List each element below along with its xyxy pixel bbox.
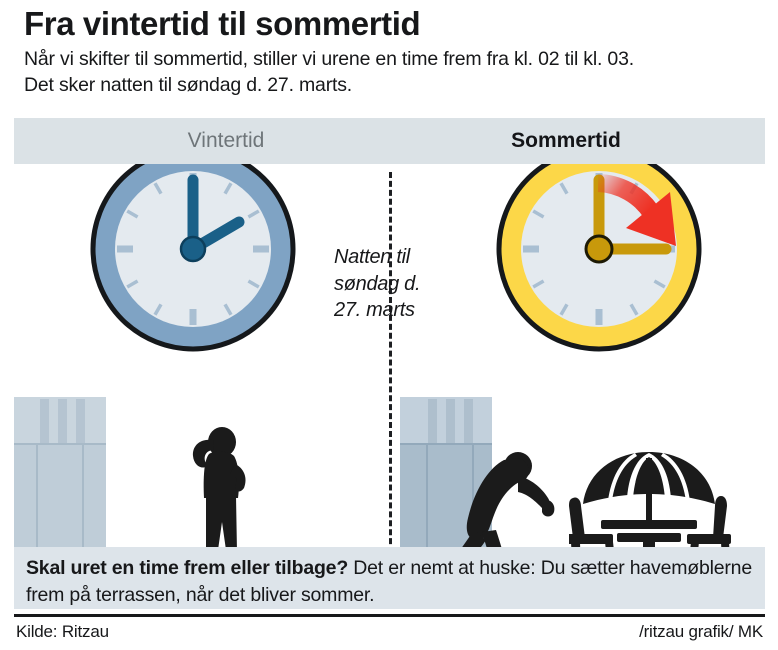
curtain-slit	[58, 399, 67, 443]
curtain-left-valance	[14, 397, 106, 445]
clock-vintertid	[88, 164, 298, 354]
clock-sommertid	[494, 164, 704, 354]
curtain-fold	[36, 397, 38, 587]
curtain-slit	[40, 399, 49, 443]
curtain-fold	[82, 397, 84, 587]
forward-arrow-icon	[598, 174, 676, 246]
curtain-slit	[76, 399, 85, 443]
curtain-fold	[426, 397, 428, 587]
byline-credit: /ritzau grafik/ MK	[639, 622, 763, 641]
standfirst-text: Når vi skifter til sommertid, stiller vi…	[24, 48, 634, 97]
takeaway-lead: Skal uret en time frem eller tilbage?	[26, 557, 349, 579]
source-credit: Kilde: Ritzau	[16, 622, 109, 641]
curtain-fold	[472, 397, 474, 587]
takeaway-text: Skal uret en time frem eller tilbage? De…	[26, 555, 753, 609]
curtain-right-valance	[400, 397, 492, 445]
curtain-slit	[428, 399, 437, 443]
centre-caption: Natten til søndag d. 27. marts	[334, 246, 421, 322]
column-label-band: Vintertid Sommertid	[14, 118, 765, 164]
label-sommertid: Sommertid	[511, 129, 621, 152]
page-title: Fra vintertid til sommertid	[24, 5, 421, 42]
label-vintertid: Vintertid	[187, 129, 265, 152]
centre-divider	[389, 172, 392, 562]
illustration-panel: Vintertid Sommertid	[14, 118, 765, 609]
illustration-scene: Natten til søndag d. 27. marts	[14, 164, 765, 609]
footer-rule	[14, 614, 765, 617]
takeaway-rest: Det er nemt at huske: Du sætter havemøbl…	[26, 557, 752, 606]
curtain-slit	[446, 399, 455, 443]
takeaway-band: Skal uret en time frem eller tilbage? De…	[14, 547, 765, 609]
curtain-slit	[464, 399, 473, 443]
